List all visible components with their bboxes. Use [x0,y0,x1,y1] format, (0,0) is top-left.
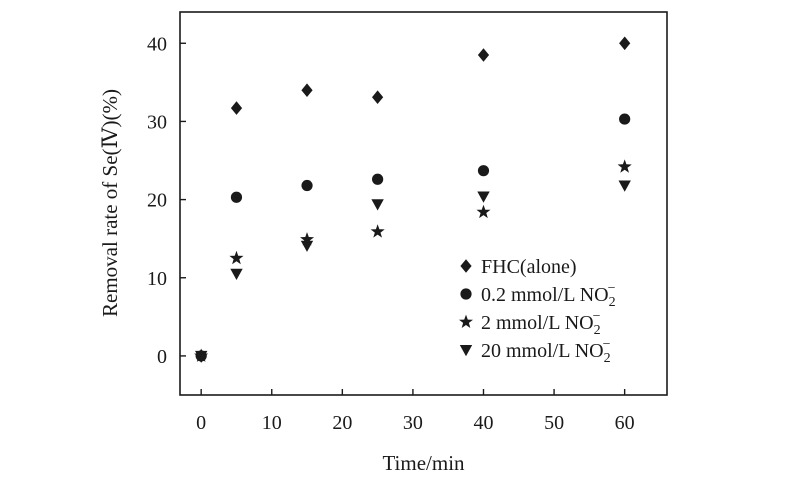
x-tick-label-0: 0 [196,412,206,434]
legend-label-4: 20 mmol/L NO2− [481,337,611,366]
y-tick-label-30: 30 [147,111,167,133]
y-tick-label-10: 10 [147,268,167,290]
data-point-s4-3 [371,199,384,211]
series-4 [195,180,631,363]
legend-label-3: 2 mmol/L NO2− [481,309,601,338]
data-point-s2-1 [230,191,243,203]
x-tick-label-60: 60 [615,412,635,434]
data-point-s2-4 [477,165,490,177]
data-point-s1-4 [477,48,490,62]
x-tick-label-40: 40 [473,412,493,434]
x-tick-label-20: 20 [332,412,352,434]
data-point-s2-3 [372,173,384,185]
legend-marker-2 [460,288,472,300]
data-point-s1-2 [301,83,313,97]
y-tick-label-40: 40 [147,33,167,55]
data-point-s4-2 [300,240,314,252]
x-axis-title: Time/min [382,451,465,475]
y-tick-label-0: 0 [157,346,167,368]
legend-label-2: 0.2 mmol/L NO2− [481,281,616,310]
data-point-s1-5 [619,36,631,51]
data-point-s4-1 [230,268,243,280]
data-point-s1-3 [372,90,384,104]
legend-label-1: FHC(alone) [481,256,577,278]
x-tick-label-10: 10 [262,412,282,434]
x-tick-label-30: 30 [403,412,423,434]
data-point-s3-5 [617,159,632,173]
data-point-s3-2 [300,232,315,246]
data-point-s4-0 [195,350,208,363]
x-tick-label-50: 50 [544,412,564,434]
data-point-s3-4 [476,204,491,219]
data-marks-group [194,36,632,363]
legend-marker-1 [460,259,472,273]
data-point-s2-2 [301,179,313,192]
data-point-s1-1 [230,101,243,115]
data-point-s2-5 [619,113,631,125]
data-point-s4-5 [618,180,631,192]
data-point-s3-3 [370,224,385,238]
axes-frame-group [179,11,668,396]
y-tick-label-20: 20 [147,190,167,212]
y-axis-title: Removal rate of Se(Ⅳ)(%) [98,89,122,317]
legend-marker-3 [459,314,473,328]
data-point-s4-4 [477,191,490,203]
legend: FHC(alone) 0.2 mmol/L NO2−2 mmol/L NO2−20… [459,256,616,366]
plot-area-frame [179,11,668,396]
axis-ticks-group: 0 10 20 30 40 50 60 0 10 20 30 40 [147,33,635,434]
data-point-s3-1 [229,250,244,265]
legend-marker-4 [459,345,473,357]
